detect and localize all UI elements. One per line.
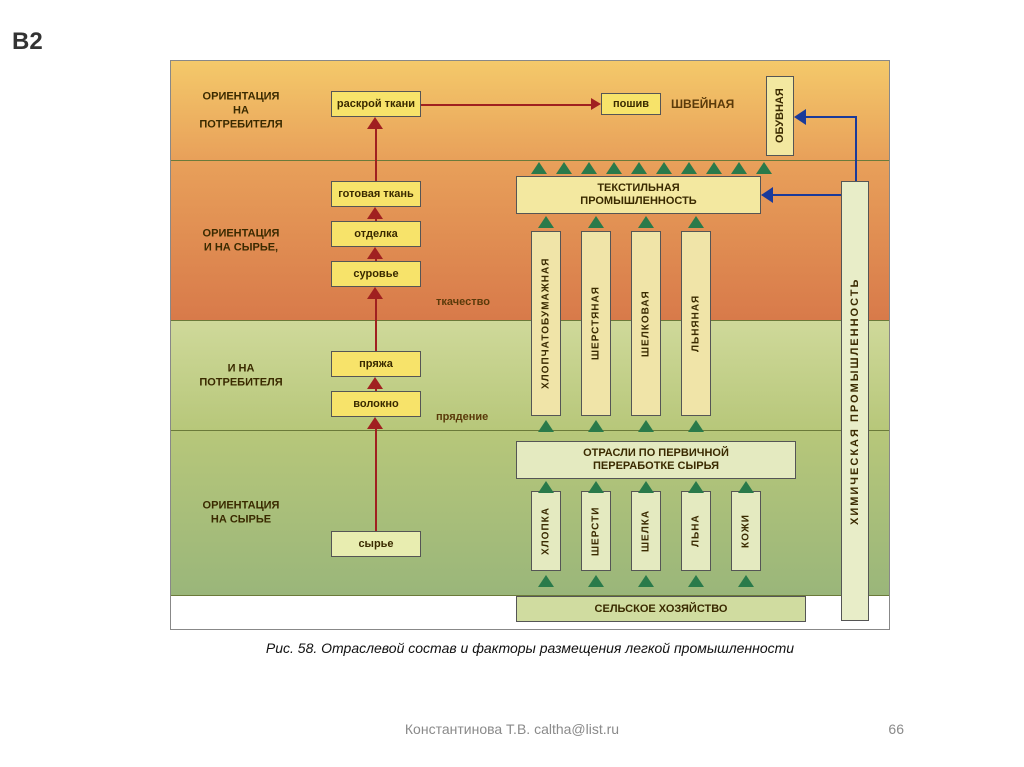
textile-col-1: ШЕРСТЯНАЯ: [581, 231, 611, 416]
diagram: ОРИЕНТАЦИЯНАПОТРЕБИТЕЛЯ ОРИЕНТАЦИЯИ НА СЫ…: [170, 60, 890, 630]
band-label-1: ОРИЕНТАЦИЯИ НА СЫРЬЕ,: [181, 226, 301, 255]
primary-col-4: КОЖИ: [731, 491, 761, 571]
textile-col-0: ХЛОПЧАТОБУМАЖНАЯ: [531, 231, 561, 416]
textile-header: ТЕКСТИЛЬНАЯПРОМЫШЛЕННОСТЬ: [516, 176, 761, 214]
page-label: B2: [12, 28, 43, 56]
process-box-2: отделка: [331, 221, 421, 247]
textile-col-3: ЛЬНЯНАЯ: [681, 231, 711, 416]
textile-col-2: ШЕЛКОВАЯ: [631, 231, 661, 416]
poshiv-box: пошив: [601, 93, 661, 115]
stage-label-0: ткачество: [436, 296, 490, 308]
primary-col-3: ЛЬНА: [681, 491, 711, 571]
process-box-0: раскрой ткани: [331, 91, 421, 117]
band-label-3: ОРИЕНТАЦИЯНА СЫРЬЕ: [181, 499, 301, 528]
primary-col-0: ХЛОПКА: [531, 491, 561, 571]
band-label-2: И НАПОТРЕБИТЕЛЯ: [181, 361, 301, 390]
process-box-1: готовая ткань: [331, 181, 421, 207]
process-box-4: пряжа: [331, 351, 421, 377]
agriculture-box: СЕЛЬСКОЕ ХОЗЯЙСТВО: [516, 596, 806, 622]
shveynaya-label: ШВЕЙНАЯ: [671, 97, 734, 111]
primary-header: ОТРАСЛИ ПО ПЕРВИЧНОЙПЕРЕРАБОТКЕ СЫРЬЯ: [516, 441, 796, 479]
band-2: И НАПОТРЕБИТЕЛЯ: [171, 321, 889, 431]
footer-page-number: 66: [888, 721, 904, 737]
process-box-6: сырье: [331, 531, 421, 557]
figure-caption: Рис. 58. Отраслевой состав и факторы раз…: [170, 640, 890, 656]
stage-label-1: прядение: [436, 411, 488, 423]
chemical-box: ХИМИЧЕСКАЯ ПРОМЫШЛЕННОСТЬ: [841, 181, 869, 621]
primary-col-2: ШЕЛКА: [631, 491, 661, 571]
band-label-0: ОРИЕНТАЦИЯНАПОТРЕБИТЕЛЯ: [181, 89, 301, 132]
footer-author: Константинова Т.В. caltha@list.ru: [0, 721, 1024, 737]
primary-col-1: ШЕРСТИ: [581, 491, 611, 571]
obuvnaya-box: ОБУВНАЯ: [766, 76, 794, 156]
process-box-5: волокно: [331, 391, 421, 417]
process-box-3: суровье: [331, 261, 421, 287]
